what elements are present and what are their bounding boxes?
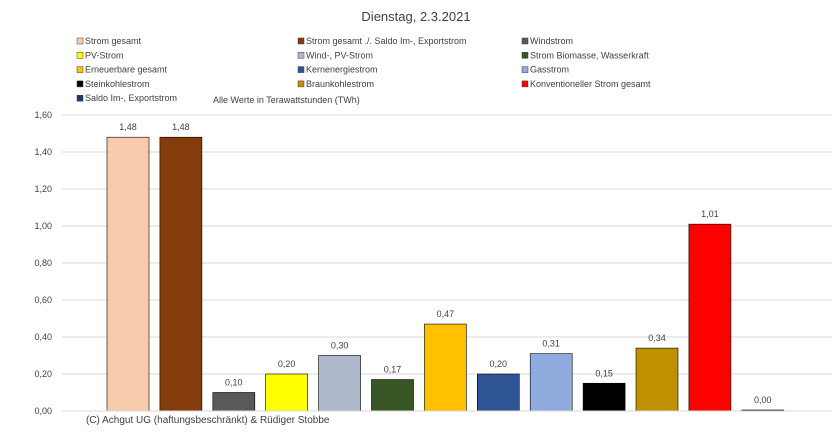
data-label: 1,48 <box>172 122 190 132</box>
data-labels: 1,48 1,48 0,10 0,20 0,30 0,17 0,47 0,20 0,31 0,15… <box>119 122 771 405</box>
bars <box>106 136 785 412</box>
data-label: 0,20 <box>278 359 296 369</box>
legend-swatch <box>76 66 84 73</box>
legend-label: Strom gesamt ./. Saldo Im-, Exportstrom <box>306 36 467 46</box>
y-tick-label: 0,20 <box>34 369 52 379</box>
copyright-note: (C) Achgut UG (haftungsbeschränkt) & Rüd… <box>86 415 330 426</box>
legend-swatch <box>297 80 305 88</box>
legend-swatch <box>521 37 529 45</box>
legend-label: Braunkohlestrom <box>306 79 374 89</box>
bar <box>635 347 679 412</box>
legend-swatch <box>521 52 529 59</box>
y-axis: 1,60 1,40 1,20 1,00 0,80 0,60 0,40 0,20 0,00 <box>34 110 52 416</box>
bar <box>371 379 414 412</box>
y-tick-label: 1,60 <box>34 110 52 120</box>
legend-label: Windstrom <box>530 36 573 46</box>
bar <box>582 382 626 412</box>
data-label: 0,31 <box>542 339 560 349</box>
data-label: 0,20 <box>490 359 508 369</box>
data-label: 0,15 <box>595 368 613 378</box>
legend-label: Erneuerbare gesamt <box>85 65 168 75</box>
bar <box>424 323 467 412</box>
legend-label: Wind-, PV-Strom <box>306 50 373 60</box>
y-tick-label: 0,80 <box>34 258 52 268</box>
data-label: 0,17 <box>384 365 402 375</box>
data-label: 0,30 <box>331 341 349 351</box>
bar <box>318 355 361 412</box>
y-tick-label: 0,40 <box>34 332 52 342</box>
legend-swatch <box>76 80 84 88</box>
legend-label: PV-Strom <box>85 50 124 60</box>
bar <box>688 223 732 412</box>
data-label: 1,01 <box>701 209 719 219</box>
data-label: 1,48 <box>119 122 137 132</box>
legend-label: Strom gesamt <box>85 36 142 46</box>
legend-label: Saldo Im-, Exportstrom <box>85 93 177 103</box>
y-tick-label: 1,20 <box>34 184 52 194</box>
legend-label: Kernenergiestrom <box>306 65 378 75</box>
data-label: 0,10 <box>225 378 243 388</box>
data-label: 0,34 <box>648 333 666 343</box>
data-label: 0,00 <box>754 395 772 405</box>
units-note: Alle Werte in Terawattstunden (TWh) <box>213 95 360 105</box>
legend-label: Gasstrom <box>530 65 569 75</box>
legend-swatch <box>297 52 305 59</box>
y-tick-label: 1,00 <box>34 221 52 231</box>
legend-swatch <box>297 37 305 45</box>
y-tick-label: 1,40 <box>34 147 52 157</box>
legend-label: Steinkohlestrom <box>85 79 150 89</box>
legend-swatch <box>297 66 305 73</box>
legend-swatch <box>521 66 529 73</box>
bar <box>106 136 150 412</box>
bar <box>212 392 256 412</box>
bar <box>529 353 573 412</box>
bar <box>265 373 309 412</box>
chart-title: Dienstag, 2.3.2021 <box>361 9 470 24</box>
legend-swatch <box>76 37 84 45</box>
copyright-backdrop <box>62 412 362 432</box>
y-tick-label: 0,60 <box>34 295 52 305</box>
y-tick-label: 0,00 <box>34 406 52 416</box>
data-label: 0,47 <box>437 309 455 319</box>
bar <box>476 373 520 412</box>
legend-swatch <box>76 52 84 59</box>
legend-label: Strom Biomasse, Wasserkraft <box>530 50 649 60</box>
legend: Strom gesamt Strom gesamt ./. Saldo Im-, … <box>76 36 651 103</box>
bar <box>159 136 203 412</box>
legend-swatch <box>76 94 84 102</box>
legend-label: Konventioneller Strom gesamt <box>530 79 651 89</box>
legend-swatch <box>521 80 529 88</box>
